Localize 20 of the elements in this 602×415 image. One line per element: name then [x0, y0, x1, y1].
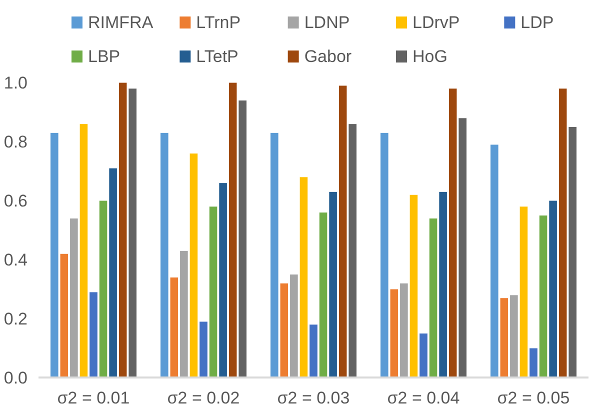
legend-label: LDrvP: [412, 13, 460, 32]
legend-label: LBP: [88, 47, 120, 66]
legend-label: LDP: [520, 13, 554, 32]
legend-label: LDNP: [304, 13, 350, 32]
y-tick-label: 0.6: [4, 192, 28, 210]
legend-label: RIMFRA: [88, 13, 154, 32]
legend-label: HoG: [412, 47, 448, 66]
y-tick-label: 1.0: [4, 74, 28, 92]
legend-label: Gabor: [304, 47, 352, 66]
x-tick-label: σ2 = 0.01: [57, 388, 130, 408]
y-tick-label: 0.8: [4, 132, 28, 152]
x-tick-label: σ2 = 0.05: [497, 388, 570, 408]
x-tick-label: σ2 = 0.02: [167, 388, 240, 408]
legend-label: LTrnP: [196, 13, 241, 32]
legend-label: LTetP: [196, 47, 238, 66]
y-tick-label: 0.4: [4, 250, 28, 270]
x-tick-label: σ2 = 0.04: [387, 388, 460, 408]
y-tick-label: 0.0: [4, 368, 28, 388]
y-tick-label: 0.2: [4, 310, 28, 328]
x-tick-label: σ2 = 0.03: [277, 388, 350, 408]
